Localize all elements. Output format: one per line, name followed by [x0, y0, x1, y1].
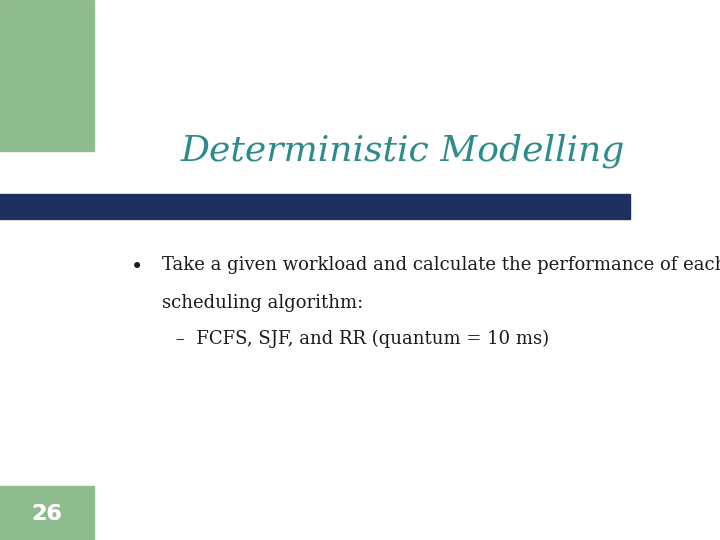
Text: •: •	[130, 256, 143, 276]
Text: Deterministic Modelling: Deterministic Modelling	[181, 134, 626, 168]
Bar	[0, 194, 630, 219]
Text: Take a given workload and calculate the performance of each: Take a given workload and calculate the …	[162, 256, 720, 274]
Text: 26: 26	[32, 504, 62, 524]
Bar	[0, 486, 94, 540]
FancyBboxPatch shape	[104, 19, 720, 489]
Text: scheduling algorithm:: scheduling algorithm:	[162, 294, 364, 312]
Text: 26: 26	[32, 504, 62, 524]
Bar	[0, 0, 94, 151]
Text: –  FCFS, SJF, and RR (quantum = 10 ms): – FCFS, SJF, and RR (quantum = 10 ms)	[176, 329, 549, 348]
